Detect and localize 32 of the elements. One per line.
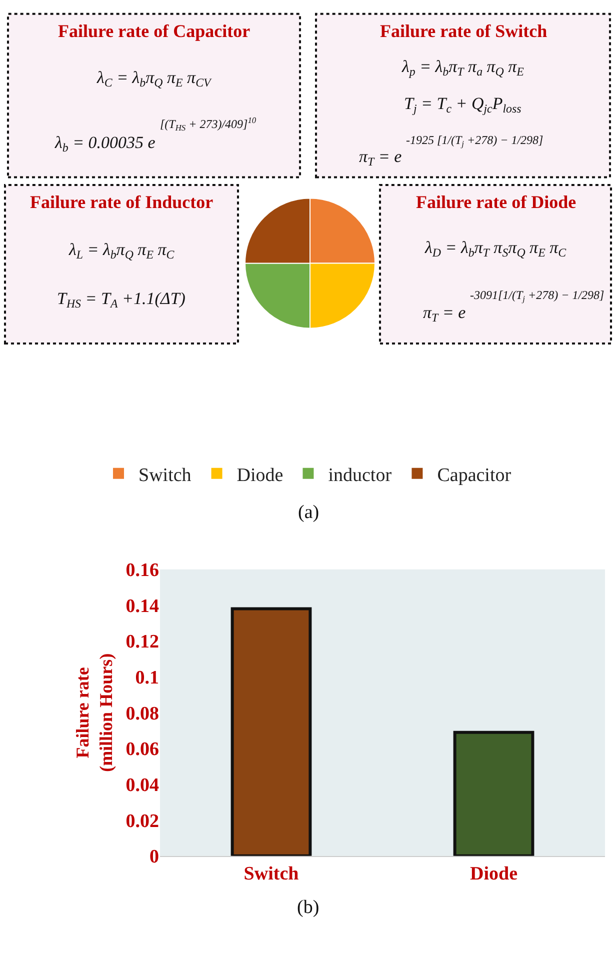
y-tick-label: 0.1	[135, 667, 159, 688]
y-tick-label: 0.02	[126, 810, 159, 832]
text: π$_{T}$ = e	[423, 303, 466, 325]
legend-label: Switch	[138, 464, 192, 486]
text: -3091[1/(T$_{j}$ +278) − 1/298]	[470, 288, 605, 304]
text: (b)	[297, 897, 320, 918]
text: T$_{j}$ = T$_{c}$ + Q$_{jc}$P$_{loss}$	[404, 94, 522, 116]
text: λ$_{b}$ = 0.00035 e	[54, 133, 156, 155]
text: T$_{HS}$ = T$_{A}$ +1.1(ΔT)	[57, 289, 186, 311]
text: λ$_{p}$ = λ$_{b}$π$_{T}$ π$_{a}$ π$_{Q}$ π$_{E}$	[402, 57, 524, 79]
text: -1925 [1/(T$_{j}$ +278) − 1/298]	[406, 133, 544, 149]
y-tick-label: 0.06	[126, 739, 159, 760]
legend-label: inductor	[328, 464, 392, 486]
legend-label: Diode	[236, 464, 284, 486]
y-tick-label: 0	[150, 846, 159, 868]
y-tick-label: 0.16	[126, 560, 159, 582]
text: Failure rate of Switch	[380, 21, 548, 41]
text: λ$_{D}$ = λ$_{b}$π$_{T}$ π$_{S}$π$_{Q}$ π$_{E}$ π$_{C}$	[425, 238, 566, 260]
y-tick-label: 0.12	[126, 632, 159, 653]
text: π$_{T}$ = e	[359, 147, 402, 169]
text: λ$_{L}$ = λ$_{b}$π$_{Q}$ π$_{E}$ π$_{C}$	[69, 240, 174, 262]
legend-label: Capacitor	[437, 464, 512, 486]
text: λ$_{C}$ = λ$_{b}$π$_{Q}$ π$_{E}$ π$_{CV}$	[97, 68, 211, 90]
text: (a)	[298, 502, 320, 523]
text: Failure rate of Capacitor	[58, 21, 250, 41]
y-tick-label: 0.04	[126, 774, 160, 796]
text: Failure rate of Diode	[416, 192, 576, 212]
y-axis-title: Failure rate (million Hours)	[72, 653, 116, 772]
text: [(T$_{HS}$ + 273)/409]$^{10}$	[160, 116, 257, 133]
y-tick-label: 0.14	[126, 596, 160, 617]
y-tick-label: 0.08	[126, 703, 159, 724]
text: Failure rate of Inductor	[30, 192, 214, 212]
